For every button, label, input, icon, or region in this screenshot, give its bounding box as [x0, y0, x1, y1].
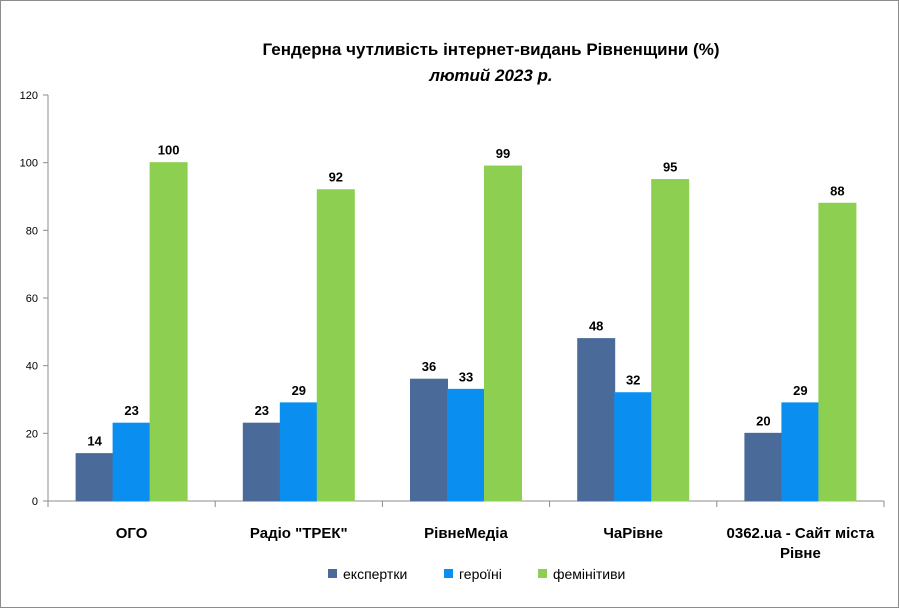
- legend-swatch: [538, 569, 547, 578]
- data-label: 29: [292, 383, 306, 398]
- data-label: 36: [422, 359, 436, 374]
- bar-експертки: [75, 453, 114, 502]
- bar-фемінітиви: [818, 202, 857, 502]
- legend: експертки героїні фемінітиви: [328, 566, 625, 582]
- bar-експертки: [242, 422, 281, 502]
- legend-swatch: [444, 569, 453, 578]
- bar-героїні: [279, 402, 318, 502]
- chart-subtitle: лютий 2023 р.: [428, 66, 552, 85]
- legend-swatch: [328, 569, 337, 578]
- bar-експертки: [410, 378, 448, 502]
- y-tick-label: 40: [26, 361, 38, 373]
- data-label: 95: [663, 160, 677, 175]
- bar-експертки: [577, 338, 616, 502]
- bars: [75, 162, 857, 502]
- legend-label: героїні: [459, 566, 502, 582]
- x-tick-label: Рівне: [780, 545, 821, 562]
- data-label: 99: [496, 146, 510, 161]
- x-tick-label: Радіо "ТРЕК": [250, 525, 348, 542]
- x-tick-label: ОГО: [116, 525, 148, 542]
- bar-фемінітиви: [484, 165, 522, 502]
- data-label: 33: [459, 369, 473, 384]
- data-label: 20: [756, 413, 770, 428]
- bar-героїні: [614, 392, 653, 502]
- x-tick-label: ЧаРівне: [603, 525, 663, 542]
- y-tick-label: 80: [26, 225, 38, 237]
- bar-фемінітиви: [316, 189, 355, 502]
- y-tick-label: 20: [26, 428, 38, 440]
- x-tick-label: РівнеМедіа: [424, 525, 508, 542]
- data-label: 23: [255, 403, 269, 418]
- bar-героїні: [781, 402, 820, 502]
- bar-фемінітиви: [149, 162, 188, 502]
- data-label: 29: [793, 383, 807, 398]
- chart-title: Гендерна чутливість інтернет-видань Рівн…: [263, 40, 720, 59]
- data-label: 88: [830, 183, 844, 198]
- data-label: 48: [589, 319, 603, 334]
- bar-фемінітиви: [651, 179, 690, 502]
- data-label: 14: [87, 434, 102, 449]
- data-label: 23: [124, 403, 138, 418]
- y-tick-label: 100: [20, 158, 38, 170]
- legend-label: фемінітиви: [553, 566, 625, 582]
- bar-героїні: [447, 388, 485, 502]
- bar-героїні: [112, 422, 151, 502]
- axes: 0 20 40 60 80 100 120 ОГО Радіо "ТРЕК" РівнеМедіа…: [20, 90, 885, 562]
- data-label: 100: [158, 143, 180, 158]
- data-label: 92: [329, 170, 343, 185]
- y-tick-label: 0: [32, 496, 38, 508]
- bar-експертки: [744, 432, 783, 502]
- y-tick-label: 120: [20, 90, 38, 102]
- data-labels: 14 23 36 48 20 23 29 33 32 29 100 92 99 95 88: [87, 143, 844, 449]
- legend-label: експертки: [343, 566, 407, 582]
- data-label: 32: [626, 373, 640, 388]
- y-tick-label: 60: [26, 293, 38, 305]
- x-tick-label: 0362.ua - Сайт міста: [727, 525, 875, 542]
